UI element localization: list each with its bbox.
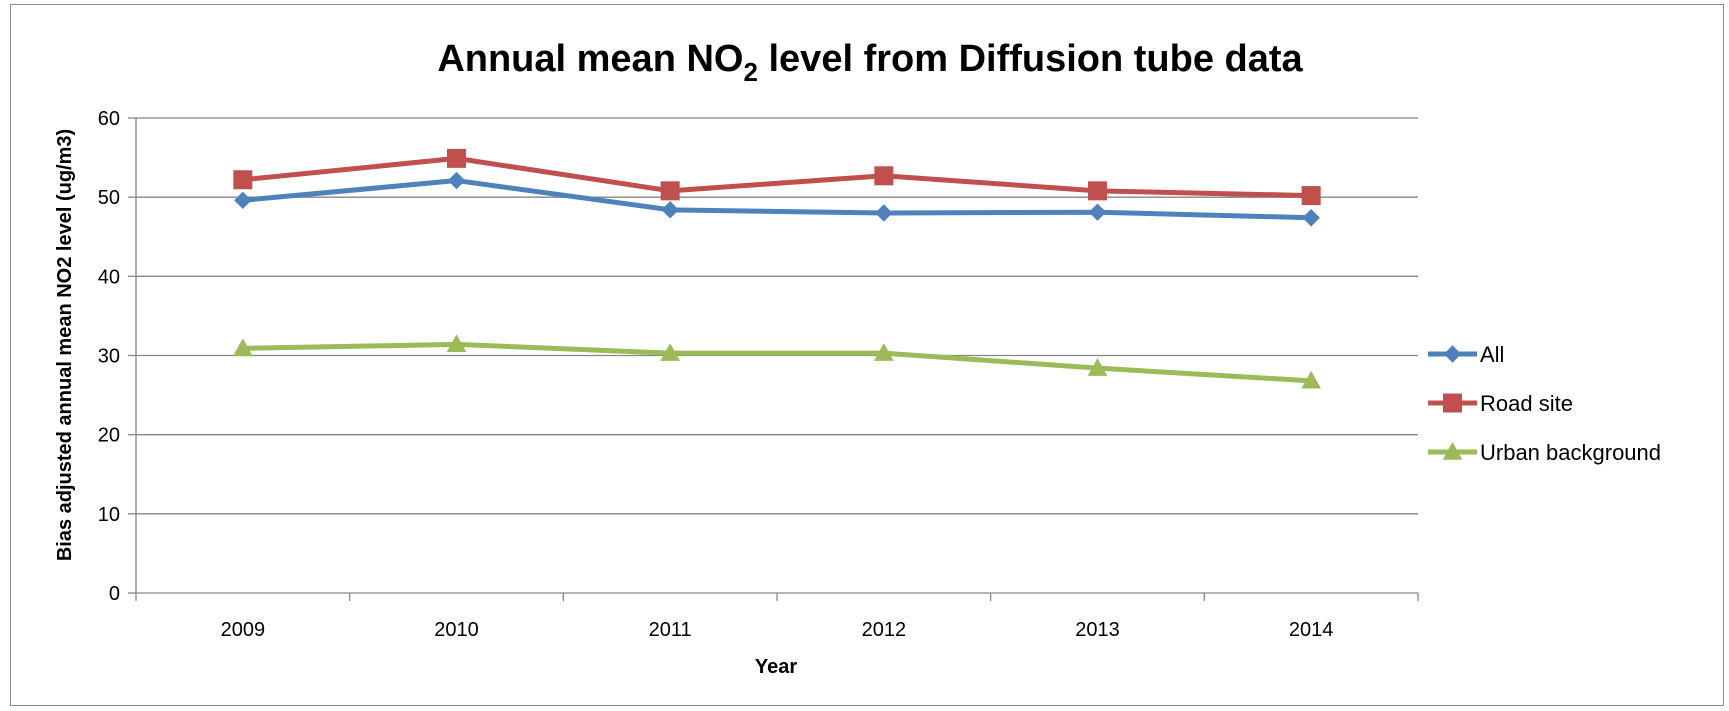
y-tick-label: 30 bbox=[98, 346, 120, 368]
data-point-urban-background-2009 bbox=[232, 338, 253, 357]
chart-title-suffix: level from Diffusion tube data bbox=[758, 38, 1304, 80]
series-lines bbox=[232, 148, 1322, 389]
chart-title-main: Annual mean NO bbox=[437, 38, 743, 80]
series-line-all bbox=[240, 178, 1314, 221]
data-point-urban-background-2011 bbox=[660, 343, 681, 361]
data-point-road-site-2014 bbox=[1301, 186, 1321, 206]
x-tick-label: 2009 bbox=[221, 619, 266, 641]
data-point-urban-background-2012 bbox=[873, 343, 894, 361]
y-axis-title: Bias adjusted annual mean NO2 level (ug/… bbox=[54, 129, 76, 561]
data-point-urban-background-2014 bbox=[1301, 370, 1322, 389]
legend-marker-road-site bbox=[1443, 393, 1462, 413]
gridlines bbox=[136, 117, 1418, 515]
data-point-road-site-2011 bbox=[660, 181, 680, 201]
data-point-all-2012 bbox=[875, 204, 893, 222]
x-tick-label: 2014 bbox=[1289, 619, 1334, 641]
y-tick-label: 10 bbox=[98, 504, 120, 526]
data-point-all-2014 bbox=[1302, 209, 1320, 227]
legend-label-urban-background: Urban background bbox=[1480, 440, 1661, 465]
y-tick-label: 60 bbox=[98, 108, 120, 130]
x-tick-label: 2013 bbox=[1075, 619, 1120, 641]
data-point-road-site-2013 bbox=[1088, 181, 1107, 201]
data-point-all-2013 bbox=[1088, 203, 1107, 221]
legend: All Road site Urban background bbox=[1428, 342, 1661, 465]
y-tick-label: 50 bbox=[98, 187, 120, 209]
data-point-urban-background-2010 bbox=[446, 334, 467, 353]
data-point-road-site-2009 bbox=[233, 170, 253, 190]
chart-title-subscript: 2 bbox=[743, 57, 757, 87]
series-line-urban-background bbox=[240, 341, 1314, 384]
y-tick-label: 0 bbox=[109, 583, 120, 605]
y-tick-label: 40 bbox=[98, 266, 120, 288]
axes: 0 10 20 30 40 50 60 2009 2010 2011 2012 2013 2014 bbox=[98, 108, 1419, 641]
legend-label-all: All bbox=[1480, 342, 1504, 367]
data-point-road-site-2010 bbox=[447, 148, 466, 168]
x-tick-label: 2011 bbox=[649, 619, 692, 641]
x-tick-label: 2010 bbox=[434, 619, 479, 641]
data-point-road-site-2012 bbox=[874, 166, 894, 186]
data-point-all-2011 bbox=[661, 201, 679, 219]
series-line-road-site bbox=[240, 155, 1314, 199]
chart-title: Annual mean NO2 level from Diffusion tub… bbox=[437, 38, 1303, 87]
data-point-all-2010 bbox=[447, 171, 466, 190]
x-tick-label: 2012 bbox=[862, 619, 907, 641]
legend-marker-urban-background bbox=[1442, 441, 1463, 460]
legend-label-road-site: Road site bbox=[1480, 391, 1573, 416]
legend-marker-all bbox=[1443, 345, 1462, 363]
data-point-urban-background-2013 bbox=[1087, 358, 1108, 376]
y-tick-label: 20 bbox=[98, 425, 120, 447]
data-point-all-2009 bbox=[234, 191, 252, 210]
x-axis-title: Year bbox=[755, 656, 797, 678]
